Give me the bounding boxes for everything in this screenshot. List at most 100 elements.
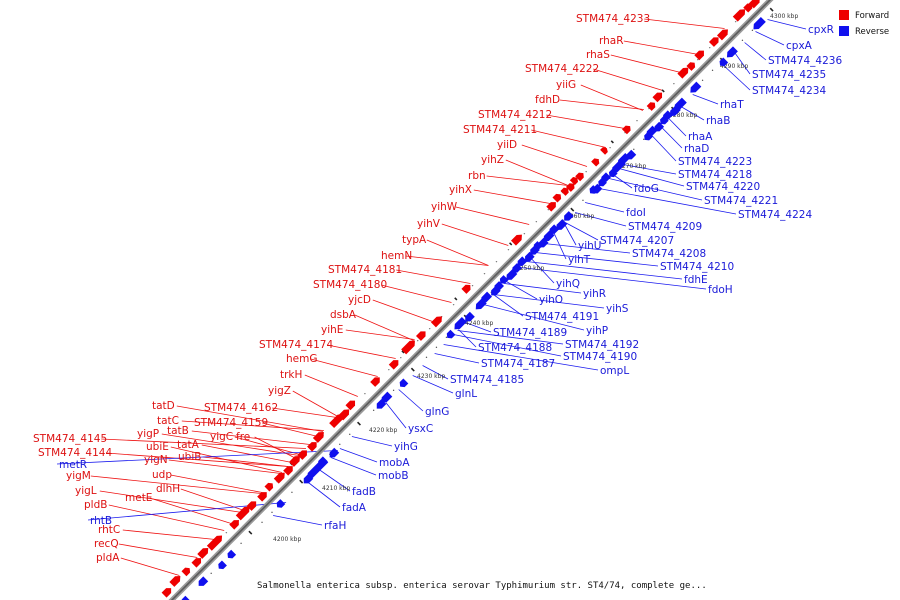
reverse-gene-label-yihu: yihU: [578, 240, 601, 252]
forward-gene-block: [235, 506, 250, 521]
forward-gene-label-yigl: yigL: [75, 485, 97, 497]
forward-gene-block: [708, 37, 719, 47]
forward-gene-block: [197, 547, 209, 559]
forward-gene-label-hemg: hemG: [286, 353, 317, 365]
forward-gene-label-rhar: rhaR: [599, 35, 624, 47]
forward-gene-label-stm474-4159: STM474_4159: [194, 417, 268, 429]
forward-gene-block: [552, 193, 562, 203]
forward-gene-label-yiig: yiiG: [556, 79, 576, 91]
reverse-gene-block: [543, 230, 555, 242]
forward-gene-label-stm474-4180: STM474_4180: [313, 279, 387, 291]
forward-gene-label-udp: udp: [152, 469, 172, 481]
forward-gene-label-yihw: yihW: [431, 201, 458, 213]
reverse-gene-label-cpxr: cpxR: [808, 24, 834, 36]
forward-gene-label-yiid: yiiD: [497, 139, 517, 151]
reverse-gene-label-yihq: yihQ: [556, 278, 580, 290]
reverse-gene-block: [538, 237, 549, 248]
reverse-gene-label-metr: metR: [59, 459, 87, 471]
reverse-gene-label-stm474-4221: STM474_4221: [704, 195, 778, 207]
forward-gene-block: [288, 455, 300, 467]
reverse-gene-block: [598, 177, 607, 187]
reverse-gene-block: [690, 81, 702, 93]
forward-gene-label-plda: pldA: [96, 552, 120, 564]
forward-gene-label-stm474-4181: STM474_4181: [328, 264, 402, 276]
forward-gene-block: [297, 450, 307, 460]
forward-gene-label-tatc: tatC: [157, 415, 179, 427]
forward-gene-block: [716, 29, 728, 41]
forward-gene-block: [565, 183, 575, 192]
forward-gene-label-ubib: ubiB: [178, 451, 201, 463]
forward-gene-block: [388, 360, 399, 370]
reverse-gene-label-cpxa: cpxA: [786, 40, 813, 52]
forward-gene-block: [401, 340, 415, 355]
reverse-gene-block: [181, 595, 191, 600]
reverse-gene-block: [663, 110, 673, 120]
reverse-gene-block: [512, 263, 522, 273]
reverse-gene-block: [660, 115, 669, 125]
forward-gene-block: [569, 176, 579, 186]
forward-gene-label-stm474-4144: STM474_4144: [38, 447, 112, 459]
reverse-gene-label-stm474-4224: STM474_4224: [738, 209, 812, 221]
reverse-gene-block: [465, 311, 475, 322]
reverse-gene-label-fdoh: fdoH: [708, 284, 733, 296]
forward-gene-block: [591, 158, 600, 167]
reverse-gene-label-fdhe: fdhE: [684, 274, 708, 286]
label-connectors: [56, 18, 807, 576]
reverse-gene-label-stm474-4185: STM474_4185: [450, 374, 524, 386]
reverse-gene-block: [611, 158, 626, 173]
reverse-gene-block: [399, 378, 409, 388]
forward-gene-label-dlhh: dlhH: [156, 483, 180, 495]
reverse-gene-block: [530, 245, 540, 255]
forward-gene-block: [370, 377, 380, 387]
reverse-gene-label-mobb: mobB: [378, 470, 409, 482]
forward-gene-label-stm474-4174: STM474_4174: [259, 339, 333, 351]
reverse-gene-label-rhtb: rhtB: [90, 515, 112, 527]
reverse-gene-label-moba: mobA: [379, 457, 410, 469]
reverse-gene-block: [276, 499, 286, 508]
legend-forward-label: Forward: [855, 11, 889, 21]
reverse-gene-block: [564, 211, 574, 221]
reverse-gene-label-fdog: fdoG: [634, 183, 659, 195]
forward-gene-label-yigp: yigP: [137, 428, 159, 440]
forward-gene-block: [283, 466, 293, 476]
forward-gene-label-yigc: yigC: [210, 431, 233, 443]
forward-gene-label-mete: metE: [125, 492, 152, 504]
forward-gene-block: [652, 92, 663, 103]
forward-gene-block: [621, 125, 631, 135]
reverse-gene-label-yihr: yihR: [583, 288, 606, 300]
reverse-gene-label-fdoi: fdoI: [626, 207, 646, 219]
forward-gene-label-rhas: rhaS: [586, 49, 610, 61]
reverse-gene-label-rfah: rfaH: [324, 520, 346, 532]
reverse-gene-block: [481, 291, 493, 303]
svg-text:4270 kbp: 4270 kbp: [618, 163, 646, 170]
reverse-gene-block: [549, 224, 560, 234]
reverse-gene-label-rhat: rhaT: [720, 99, 744, 111]
reverse-gene-block: [644, 131, 653, 141]
forward-gene-label-stm474-4145: STM474_4145: [33, 433, 107, 445]
svg-text:4290 kbp: 4290 kbp: [720, 63, 748, 70]
reverse-gene-label-stm474-4187: STM474_4187: [481, 358, 555, 370]
forward-gene-label-yigm: yigM: [66, 470, 91, 482]
forward-gene-block: [415, 331, 426, 341]
forward-gene-label-fdhd: fdhD: [535, 94, 560, 106]
forward-gene-label-hemn: hemN: [381, 250, 412, 262]
reverse-gene-block: [475, 298, 487, 310]
forward-gene-block: [307, 442, 317, 452]
svg-text:4240 kbp: 4240 kbp: [465, 320, 493, 327]
legend-forward-swatch: [839, 10, 849, 20]
svg-text:4230 kbp: 4230 kbp: [417, 373, 445, 380]
reverse-gene-label-yihs: yihS: [606, 303, 629, 315]
forward-gene-label-yihe: yihE: [321, 324, 343, 336]
forward-gene-block: [575, 172, 584, 182]
reverse-gene-block: [654, 121, 665, 132]
forward-gene-block: [646, 102, 656, 111]
reverse-gene-block: [376, 399, 387, 409]
reverse-gene-label-stm474-4188: STM474_4188: [478, 342, 552, 354]
forward-gene-block: [264, 482, 274, 492]
forward-gene-block: [677, 67, 689, 79]
reverse-gene-block: [307, 457, 329, 479]
reverse-gene-label-yihg: yihG: [394, 441, 418, 453]
reverse-gene-label-rhab: rhaB: [706, 115, 730, 127]
forward-gene-label-ubie: ubiE: [146, 441, 169, 453]
